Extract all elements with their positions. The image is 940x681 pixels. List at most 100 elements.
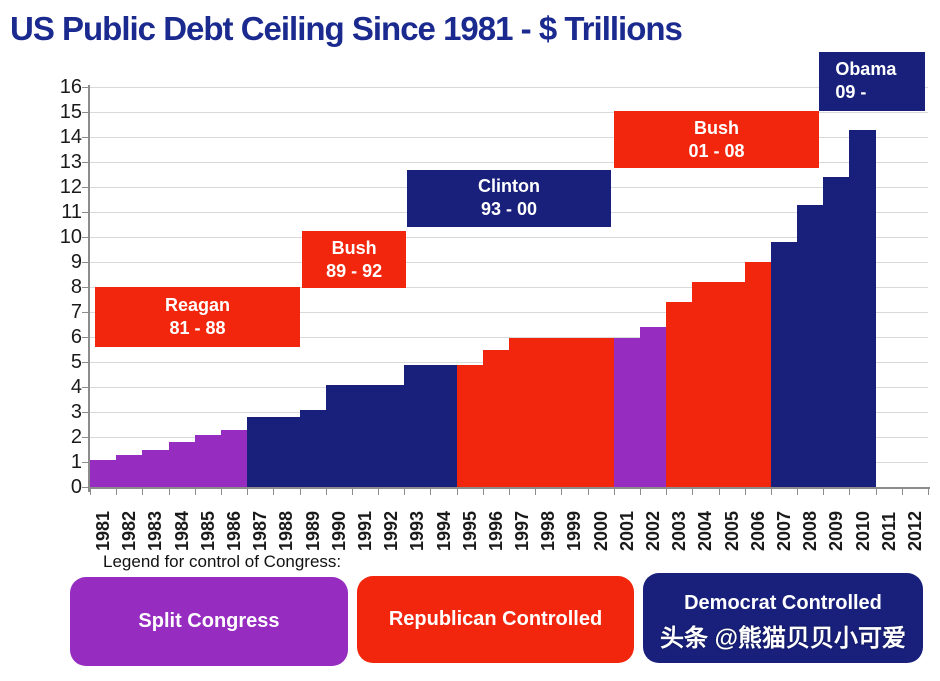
x-label-1994: 1994	[433, 510, 454, 551]
x-label-1997: 1997	[512, 510, 533, 551]
x-tick	[640, 489, 641, 495]
y-tick-label: 13	[59, 151, 82, 173]
y-gridline	[90, 337, 928, 338]
y-tick	[82, 487, 90, 488]
legend-label-democrat: Democrat Controlled	[684, 591, 882, 614]
x-tick	[902, 489, 903, 495]
y-tick-label: 2	[70, 426, 82, 448]
x-label-2012: 2012	[904, 510, 925, 551]
x-tick	[797, 489, 798, 495]
x-label-1990: 1990	[328, 510, 349, 551]
x-tick	[876, 489, 877, 495]
y-tick	[82, 162, 90, 163]
x-tick	[221, 489, 222, 495]
bar-1991	[352, 384, 378, 487]
x-tick	[247, 489, 248, 495]
bar-1992	[378, 384, 404, 487]
bar-2008	[797, 204, 823, 487]
x-label-1981: 1981	[93, 510, 114, 551]
bar-1999	[561, 338, 588, 487]
bar-2001	[614, 338, 640, 487]
era-years: 93 - 00	[480, 199, 537, 220]
debt-ceiling-chart: 0 1 2 3 4 5 6 7 8 9 10 11 12 13 14 15 16 1981 1982 1983 1984…	[59, 52, 930, 551]
x-label-2005: 2005	[721, 510, 742, 551]
y-tick	[82, 362, 90, 363]
x-tick	[745, 489, 746, 495]
bar-2003	[666, 302, 692, 487]
bar-1995	[457, 364, 483, 487]
bar-2000	[588, 338, 614, 487]
bar-2010	[849, 129, 876, 487]
y-tick-label: 3	[70, 401, 82, 423]
x-label-1986: 1986	[224, 510, 245, 551]
x-label-2008: 2008	[800, 510, 821, 551]
era-years: 01 - 08	[688, 140, 745, 161]
legend-label-split: Split Congress	[138, 610, 280, 632]
x-label-2009: 2009	[826, 510, 847, 551]
x-label-2004: 2004	[695, 510, 716, 551]
x-tick	[430, 489, 431, 495]
bar-1998	[535, 338, 561, 487]
bar-1993	[404, 364, 430, 487]
x-label-1989: 1989	[302, 510, 323, 551]
x-tick	[300, 489, 301, 495]
bar-2007	[771, 242, 797, 487]
x-tick	[823, 489, 824, 495]
y-gridline	[90, 162, 928, 163]
era-box-bush: Bush 01 - 08	[613, 110, 820, 169]
x-label-1998: 1998	[538, 510, 559, 551]
y-tick-label: 4	[70, 376, 82, 398]
legend-label-republican: Republican Controlled	[388, 608, 603, 630]
y-tick-label: 0	[70, 476, 82, 498]
x-label-2007: 2007	[773, 510, 794, 551]
x-label-1993: 1993	[407, 510, 428, 551]
x-tick	[326, 489, 327, 495]
x-label-2001: 2001	[616, 510, 637, 551]
y-tick-label: 7	[70, 301, 82, 323]
y-tick	[82, 412, 90, 413]
x-tick	[588, 489, 589, 495]
y-gridline	[90, 112, 928, 113]
x-label-1999: 1999	[564, 510, 585, 551]
bar-1997	[509, 338, 535, 487]
bar-2002	[640, 327, 666, 487]
x-tick	[771, 489, 772, 495]
bar-1989	[300, 409, 326, 487]
era-president: Bush	[694, 117, 740, 138]
x-label-2003: 2003	[669, 510, 690, 551]
x-tick	[378, 489, 379, 495]
x-tick	[483, 489, 484, 495]
bar-2004	[692, 282, 719, 487]
y-tick-label: 10	[59, 226, 82, 248]
y-tick	[82, 112, 90, 113]
x-label-1996: 1996	[485, 510, 506, 551]
x-label-1992: 1992	[381, 510, 402, 551]
y-tick	[82, 312, 90, 313]
y-tick	[82, 237, 90, 238]
y-tick-label: 14	[59, 126, 82, 148]
x-label-1988: 1988	[276, 510, 297, 551]
era-box-clinton: Clinton 93 - 00	[406, 169, 612, 227]
era-box-reagan: Reagan 81 - 88	[94, 287, 301, 347]
x-tick	[116, 489, 117, 495]
x-label-1982: 1982	[119, 510, 140, 551]
y-tick	[82, 212, 90, 213]
bar-1986	[221, 429, 247, 487]
era-years: 81 - 88	[169, 318, 226, 338]
y-tick	[82, 187, 90, 188]
era-president: Obama	[835, 59, 897, 80]
x-tick	[352, 489, 353, 495]
y-tick	[82, 462, 90, 463]
x-tick	[849, 489, 850, 495]
bar-1985	[195, 434, 221, 487]
y-tick	[82, 262, 90, 263]
x-tick	[614, 489, 615, 495]
x-label-1995: 1995	[459, 510, 480, 551]
x-tick	[404, 489, 405, 495]
era-years: 89 - 92	[326, 260, 383, 281]
x-label-2010: 2010	[852, 510, 873, 551]
x-label-1984: 1984	[171, 510, 192, 551]
y-tick	[82, 137, 90, 138]
bar-1990	[326, 384, 352, 487]
x-label-1991: 1991	[354, 510, 375, 551]
